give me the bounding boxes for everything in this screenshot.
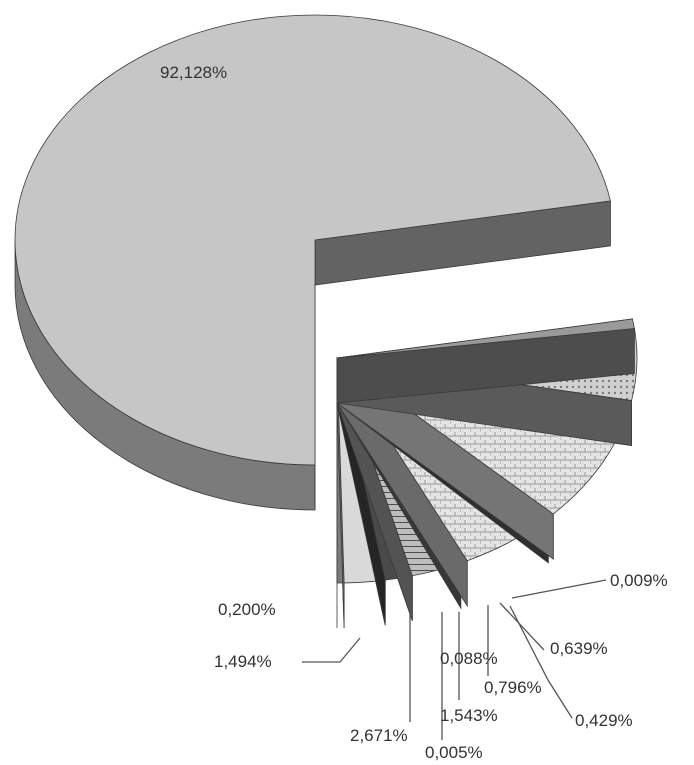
slice-label: 0,200% xyxy=(218,600,276,619)
slice-label: 0,639% xyxy=(550,639,608,658)
leader-line xyxy=(302,637,361,663)
slice-label: 0,088% xyxy=(440,649,498,668)
leader-line xyxy=(511,579,607,599)
slice-label: 0,009% xyxy=(610,571,668,590)
pie-slice xyxy=(14,14,611,511)
slice-label: 1,494% xyxy=(214,652,272,671)
slice-label: 0,429% xyxy=(575,711,633,730)
leader-line xyxy=(499,602,545,651)
slice-label: 0,005% xyxy=(425,743,483,762)
slice-label: 92,128% xyxy=(160,63,227,82)
slice-label: 1,543% xyxy=(440,706,498,725)
slice-label: 0,796% xyxy=(484,678,542,697)
slice-label: 2,671% xyxy=(350,726,408,745)
slices-layer xyxy=(14,14,638,628)
pie-slice xyxy=(336,318,635,404)
leader-line xyxy=(509,605,573,719)
labels-layer: 92,128% 0,200% 1,494% 2,671% 0,005% 1,543% 0,0… xyxy=(160,63,668,762)
